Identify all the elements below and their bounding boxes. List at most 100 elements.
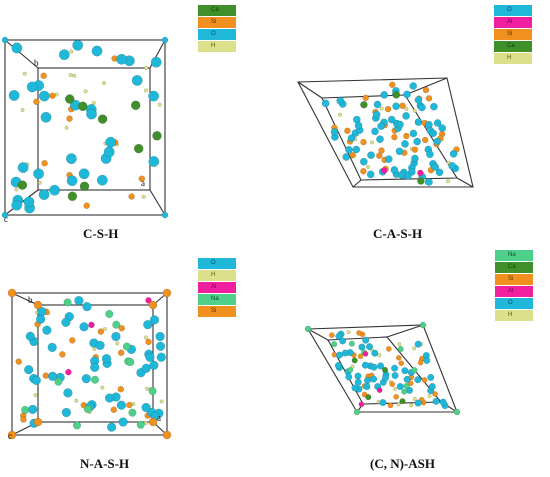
nash-atom-o: [47, 371, 58, 381]
cnash-atom-corner: [353, 408, 361, 416]
cash-atom-si: [360, 167, 367, 175]
csh-atom-o: [40, 111, 52, 123]
nash-atom-corner: [148, 417, 158, 427]
csh-atom-ca: [97, 114, 108, 124]
csh-atom-si: [33, 98, 40, 105]
cnash-legend-item-h: H: [495, 310, 533, 321]
cnash-atom-o: [361, 361, 369, 369]
cnash-atom-na: [331, 341, 338, 348]
nash-atom-na: [90, 375, 100, 384]
cash-atom-si: [362, 94, 369, 102]
nash-atom-h: [102, 326, 107, 332]
cash-atom-o: [345, 145, 353, 154]
csh-atom-o: [38, 189, 50, 201]
cash-atom-si: [421, 136, 429, 144]
cash-atom-o: [438, 124, 447, 132]
csh-atom-o: [33, 168, 45, 180]
cash-atom-o: [409, 129, 418, 138]
cnash-atom-corner: [419, 321, 427, 329]
csh-legend-item-ca: Ca: [198, 5, 236, 16]
cnash-atom-o: [363, 376, 372, 384]
cnash-atom-o: [403, 375, 411, 383]
cash-caption: C-A-S-H: [373, 226, 423, 241]
cnash-atom-ca: [365, 394, 372, 401]
csh-atom-o: [78, 168, 90, 180]
cash-legend: O Al Si Ca H: [494, 5, 532, 65]
cnash-legend-item-na: Na: [495, 250, 533, 261]
cash-atom-o: [377, 122, 385, 131]
cnash-atom-si: [432, 391, 438, 397]
cash-atom-si: [389, 81, 396, 89]
cash-atom-si: [399, 102, 406, 110]
nash-atom-o: [28, 404, 38, 415]
nash-legend-item-h: H: [198, 270, 236, 281]
cnash-atom-si: [389, 381, 396, 388]
nash-legend-item-o: O: [198, 258, 236, 269]
cnash-atom-o: [370, 375, 378, 383]
nash-atom-o: [31, 375, 41, 386]
cash-atom-o: [411, 154, 419, 163]
nash-atom-o: [37, 306, 47, 317]
cnash-atom-o: [396, 382, 404, 391]
cash-atom-o: [403, 90, 411, 99]
nash-atom-o: [24, 365, 34, 375]
nash-atom-o: [47, 342, 57, 353]
cnash-atom-o: [365, 343, 374, 351]
nash-atom-o: [42, 325, 52, 335]
cash-atom-o: [387, 115, 396, 124]
nash-atom-corner: [7, 430, 17, 440]
cnash-atom-al: [362, 350, 369, 357]
nash-atom-na: [72, 421, 82, 430]
nash-atom-corner: [162, 430, 172, 440]
cash-legend-item-al: Al: [494, 17, 532, 28]
nash-atom-o: [143, 319, 153, 330]
nash-atom-h: [100, 385, 105, 390]
cnash-atom-o: [335, 332, 343, 340]
nash-atom-o: [61, 317, 71, 327]
cash-atom-h: [369, 140, 375, 145]
cash-atom-si: [425, 95, 433, 102]
cash-atom-ca: [392, 91, 401, 99]
csh-atom-ca: [130, 100, 141, 111]
cnash-atom-na: [411, 367, 418, 374]
cash-legend-item-h: H: [494, 53, 532, 64]
csh-atom-o: [58, 49, 70, 61]
nash-atom-na: [54, 377, 63, 386]
csh-atom-ca: [64, 94, 75, 104]
csh-atom-o: [86, 108, 97, 120]
nash-atom-o: [156, 352, 166, 362]
cash-legend-item-si: Si: [494, 29, 532, 40]
cnash-atom-o: [345, 373, 353, 381]
cash-atom-o: [354, 121, 363, 130]
csh-atom-corner: [161, 211, 169, 219]
nash-atom-o: [101, 353, 112, 364]
nash-atom-h: [33, 392, 38, 398]
cash-atom-si: [376, 152, 383, 159]
cnash-atom-o: [379, 399, 387, 407]
cash-atom-o: [414, 96, 423, 104]
csh-atom-corner: [1, 211, 9, 219]
cash-atom-si: [411, 146, 419, 153]
csh-atom-ca: [152, 131, 162, 141]
cash-atom-o: [352, 145, 361, 154]
cash-atom-o: [321, 99, 330, 108]
cnash-atom-si: [385, 346, 392, 352]
cnash-atom-na: [348, 340, 355, 347]
cnash-atom-al: [376, 387, 383, 394]
cash-atom-h: [412, 108, 417, 113]
cnash-atom-o: [371, 349, 379, 357]
cnash-atom-si: [357, 353, 364, 360]
cnash-atom-o: [354, 378, 362, 386]
nash-atom-o: [81, 373, 91, 384]
cash-atom-ca: [417, 177, 425, 185]
cnash-atom-ca: [381, 366, 389, 373]
cash-atom-o: [347, 134, 356, 143]
csh-atom-h: [20, 107, 25, 113]
nash-atom-si: [42, 372, 50, 379]
csh-atom-o: [148, 90, 160, 102]
nash-atom-al: [65, 368, 72, 376]
nash-caption: N-A-S-H: [80, 456, 130, 471]
cash-atom-o: [359, 157, 368, 166]
cnash-atom-o: [401, 367, 409, 375]
cnash-legend-item-al: Al: [495, 286, 533, 297]
